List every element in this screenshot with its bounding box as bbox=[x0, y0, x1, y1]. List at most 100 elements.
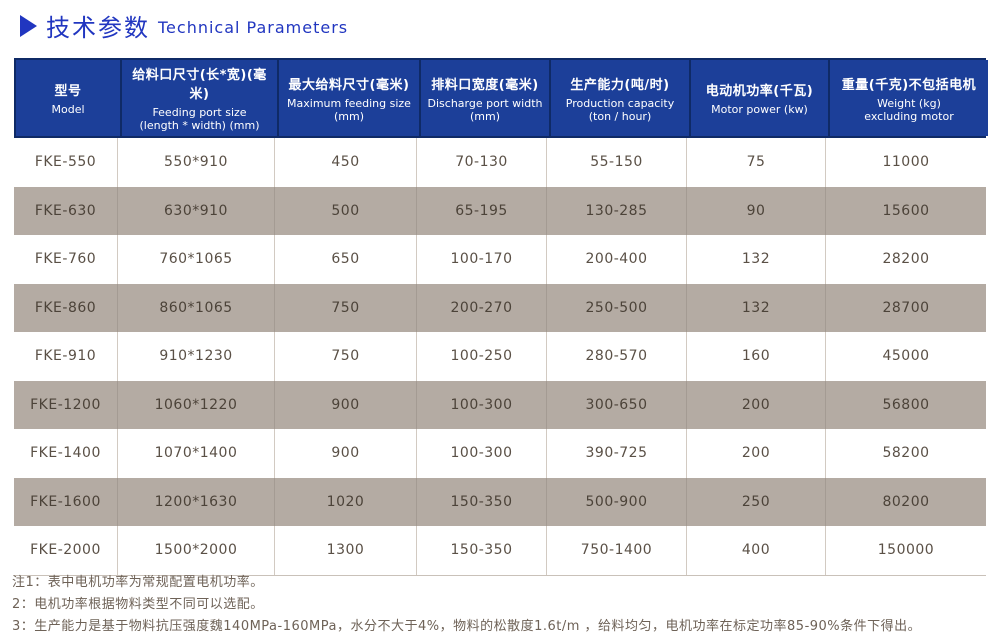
model-cell: FKE-1400 bbox=[14, 429, 118, 478]
value-cell: 200-400 bbox=[547, 235, 687, 284]
value-cell: 28700 bbox=[882, 299, 930, 316]
value-cell: 70-130 bbox=[417, 138, 547, 187]
value-cell: 65-195 bbox=[417, 186, 547, 235]
page-title-zh: 技术参数 bbox=[46, 14, 150, 42]
header-zh: 生产能力(吨/时) bbox=[570, 77, 670, 93]
table-row-FKE-2000: FKE-2000 1500*2000 1300 150-350 750-1400 400 1… bbox=[14, 526, 986, 575]
value-cell: 390-725 bbox=[547, 429, 687, 478]
parameters-table: 型号 Model 给料口尺寸(长*宽)(毫米) Feeding port size (… bbox=[14, 58, 988, 576]
header-en: Motor power (kw) bbox=[711, 103, 808, 116]
model-cell: FKE-760 bbox=[14, 235, 118, 284]
header-en: Maximum feeding size (mm) bbox=[287, 96, 411, 123]
value-cell: 200-270 bbox=[417, 283, 547, 332]
header-zh: 型号 bbox=[54, 84, 82, 99]
value-cell: 750-1400 bbox=[547, 526, 687, 575]
table-header-row: 型号 Model 给料口尺寸(长*宽)(毫米) Feeding port size (… bbox=[14, 58, 988, 138]
value-cell: 250 bbox=[687, 477, 826, 526]
value-cell: 100-170 bbox=[417, 235, 547, 284]
table-row-FKE-860: FKE-860 860*1065 750 200-270 250-500 132 28700 bbox=[14, 283, 986, 332]
value-cell: 100-300 bbox=[417, 380, 547, 429]
header-zh: 给料口尺寸(长*宽)(毫米) bbox=[132, 68, 267, 102]
value-cell: 750 bbox=[275, 332, 417, 381]
page-title: 技术参数 Technical Parameters bbox=[20, 8, 348, 43]
header-en: Weight (kg) excluding motor bbox=[864, 96, 954, 123]
header-en: Discharge port width (mm) bbox=[427, 96, 543, 123]
value-cell: 500 bbox=[275, 186, 417, 235]
header-en: Model bbox=[51, 103, 85, 116]
value-cell: 630*910 bbox=[118, 186, 275, 235]
value-cell: 58200 bbox=[882, 445, 930, 462]
value-cell: 130-285 bbox=[547, 186, 687, 235]
note-line-3: 3：生产能力是基于物料抗压强度魏140MPa-160MPa，水分不大于4%，物料… bbox=[12, 619, 922, 634]
value-cell: 650 bbox=[275, 235, 417, 284]
model-cell: FKE-910 bbox=[14, 332, 118, 381]
value-cell: 1060*1220 bbox=[118, 380, 275, 429]
value-cell: 100-250 bbox=[417, 332, 547, 381]
value-cell: 900 bbox=[275, 429, 417, 478]
header-cell-4: 生产能力(吨/时) Production capacity (ton / hour… bbox=[549, 60, 689, 136]
table-row-FKE-1600: FKE-1600 1200*1630 1020 150-350 500-900 250 80… bbox=[14, 477, 986, 526]
value-cell: 910*1230 bbox=[118, 332, 275, 381]
value-cell: 900 bbox=[275, 380, 417, 429]
header-cell-6: 重量(千克)不包括电机 Weight (kg) excluding motor bbox=[828, 60, 988, 136]
header-en: Production capacity (ton / hour) bbox=[565, 96, 675, 123]
value-cell: 750 bbox=[275, 283, 417, 332]
model-cell: FKE-1600 bbox=[14, 477, 118, 526]
value-cell: 150000 bbox=[877, 542, 935, 559]
table-row-FKE-1200: FKE-1200 1060*1220 900 100-300 300-650 200 568… bbox=[14, 380, 986, 429]
page-title-en: Technical Parameters bbox=[158, 18, 349, 37]
table-row-FKE-550: FKE-550 550*910 450 70-130 55-150 75 11000 bbox=[14, 138, 986, 187]
value-cell: 760*1065 bbox=[118, 235, 275, 284]
model-cell: FKE-2000 bbox=[14, 526, 118, 575]
note-line-1: 注1：表中电机功率为常规配置电机功率。 bbox=[12, 575, 264, 590]
model-cell: FKE-550 bbox=[14, 138, 118, 187]
header-cell-0: 型号 Model bbox=[16, 60, 120, 136]
value-cell: 1070*1400 bbox=[118, 429, 275, 478]
model-cell: FKE-1200 bbox=[14, 380, 118, 429]
header-cell-2: 最大给料尺寸(毫米) Maximum feeding size (mm) bbox=[277, 60, 419, 136]
header-en: Feeding port size (length * width) (mm) bbox=[139, 106, 260, 132]
value-cell: 132 bbox=[687, 283, 826, 332]
value-cell: 250-500 bbox=[547, 283, 687, 332]
value-cell: 550*910 bbox=[118, 138, 275, 187]
model-cell: FKE-860 bbox=[14, 283, 118, 332]
value-cell: 15600 bbox=[882, 202, 930, 219]
value-cell: 1020 bbox=[275, 477, 417, 526]
value-cell: 150-350 bbox=[417, 526, 547, 575]
value-cell: 500-900 bbox=[547, 477, 687, 526]
value-cell: 45000 bbox=[882, 348, 930, 365]
value-cell: 90 bbox=[687, 186, 826, 235]
value-cell: 100-300 bbox=[417, 429, 547, 478]
header-zh: 电动机功率(千瓦) bbox=[705, 84, 814, 99]
value-cell: 1500*2000 bbox=[118, 526, 275, 575]
value-cell: 75 bbox=[687, 138, 826, 187]
header-cell-3: 排料口宽度(毫米) Discharge port width (mm) bbox=[419, 60, 549, 136]
model-cell: FKE-630 bbox=[14, 186, 118, 235]
title-arrow-icon bbox=[20, 14, 37, 37]
header-cell-5: 电动机功率(千瓦) Motor power (kw) bbox=[689, 60, 828, 136]
header-zh: 重量(千克)不包括电机 bbox=[841, 77, 977, 93]
table-row-FKE-1400: FKE-1400 1070*1400 900 100-300 390-725 200 582… bbox=[14, 429, 986, 478]
header-zh: 排料口宽度(毫米) bbox=[431, 77, 539, 93]
table-row-FKE-760: FKE-760 760*1065 650 100-170 200-400 132 28200 bbox=[14, 235, 986, 284]
table-row-FKE-630: FKE-630 630*910 500 65-195 130-285 90 15600 bbox=[14, 186, 986, 235]
value-cell: 160 bbox=[687, 332, 826, 381]
value-cell: 860*1065 bbox=[118, 283, 275, 332]
footnotes: 注1：表中电机功率为常规配置电机功率。 2：电机功率根据物料类型不同可以选配。 3：… bbox=[12, 572, 992, 638]
header-cell-1: 给料口尺寸(长*宽)(毫米) Feeding port size (length … bbox=[120, 60, 277, 136]
value-cell: 200 bbox=[687, 429, 826, 478]
value-cell: 56800 bbox=[882, 396, 930, 413]
header-zh: 最大给料尺寸(毫米) bbox=[288, 77, 410, 93]
value-cell: 11000 bbox=[882, 154, 930, 171]
value-cell: 132 bbox=[687, 235, 826, 284]
value-cell: 55-150 bbox=[547, 138, 687, 187]
value-cell: 200 bbox=[687, 380, 826, 429]
value-cell: 1300 bbox=[275, 526, 417, 575]
value-cell: 150-350 bbox=[417, 477, 547, 526]
value-cell: 280-570 bbox=[547, 332, 687, 381]
value-cell: 1200*1630 bbox=[118, 477, 275, 526]
table-body: FKE-550 550*910 450 70-130 55-150 75 11000 FKE-… bbox=[14, 138, 986, 576]
value-cell: 400 bbox=[687, 526, 826, 575]
value-cell: 28200 bbox=[882, 251, 930, 268]
